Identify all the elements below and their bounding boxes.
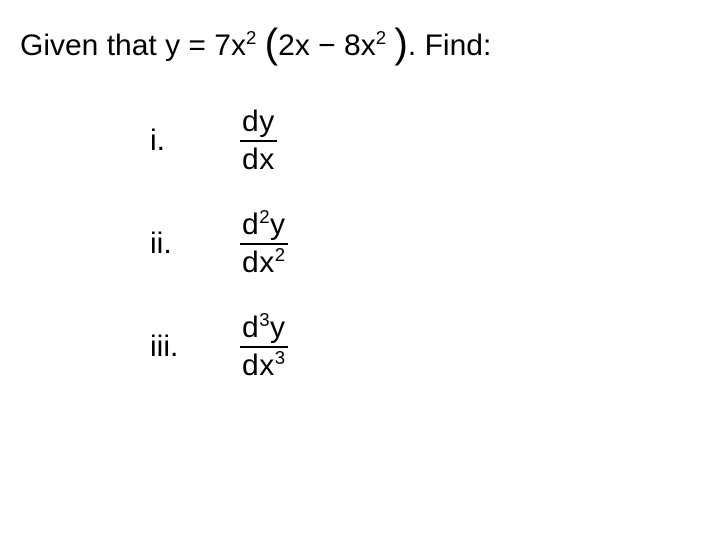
num-d: d	[242, 311, 259, 344]
roman-numeral: iii.	[150, 330, 240, 364]
eq-term3-exp: 2	[376, 27, 386, 48]
eq-close-paren: )	[394, 20, 408, 66]
den-x: x	[259, 349, 275, 382]
eq-open-paren: (	[265, 20, 279, 66]
fraction-denominator: dx	[240, 140, 277, 176]
fraction-numerator: dy	[240, 106, 277, 140]
derivative-fraction: d3y dx3	[240, 312, 288, 381]
eq-coeff1: 7	[214, 29, 231, 62]
eq-term3-var: x	[361, 29, 376, 62]
den-d: d	[242, 349, 259, 382]
list-item: iii. d3y dx3	[150, 312, 707, 381]
list-item: ii. d2y dx2	[150, 209, 707, 278]
fraction-numerator: d2y	[240, 209, 288, 243]
num-y: y	[259, 105, 275, 138]
den-d: d	[242, 246, 259, 279]
list-item: i. dy dx	[150, 106, 707, 175]
eq-minus: −	[310, 29, 344, 62]
roman-numeral: i.	[150, 124, 240, 158]
equation: y = 7x2 (2x − 8x2 )	[165, 29, 408, 62]
den-x-exp: 3	[275, 347, 286, 368]
fraction-denominator: dx3	[240, 346, 288, 382]
num-d: d	[242, 105, 259, 138]
prompt-line: Given that y = 7x2 (2x − 8x2 ). Find:	[20, 28, 707, 64]
eq-term3-coeff: 8	[344, 29, 361, 62]
eq-equals: =	[180, 29, 214, 62]
num-d-exp: 3	[259, 309, 270, 330]
num-d: d	[242, 208, 259, 241]
fraction-numerator: d3y	[240, 312, 288, 346]
roman-numeral: ii.	[150, 227, 240, 261]
derivative-fraction: d2y dx2	[240, 209, 288, 278]
den-x: x	[259, 246, 275, 279]
fraction-denominator: dx2	[240, 243, 288, 279]
page-root: Given that y = 7x2 (2x − 8x2 ). Find: i.…	[0, 0, 727, 435]
den-x-exp: 2	[275, 244, 286, 265]
eq-lhs-var: y	[165, 29, 180, 62]
eq-term2-var: x	[295, 29, 310, 62]
eq-term2-coeff: 2	[278, 29, 295, 62]
eq-exp1: 2	[246, 27, 256, 48]
num-d-exp: 2	[259, 206, 270, 227]
eq-var1: x	[231, 29, 246, 62]
problem-list: i. dy dx ii. d2y dx2 iii.	[150, 106, 707, 381]
num-y: y	[270, 311, 286, 344]
derivative-fraction: dy dx	[240, 106, 277, 175]
den-x: x	[259, 143, 275, 176]
prompt-prefix: Given that	[20, 29, 165, 62]
num-y: y	[270, 208, 286, 241]
prompt-suffix: . Find:	[408, 29, 491, 62]
den-d: d	[242, 143, 259, 176]
